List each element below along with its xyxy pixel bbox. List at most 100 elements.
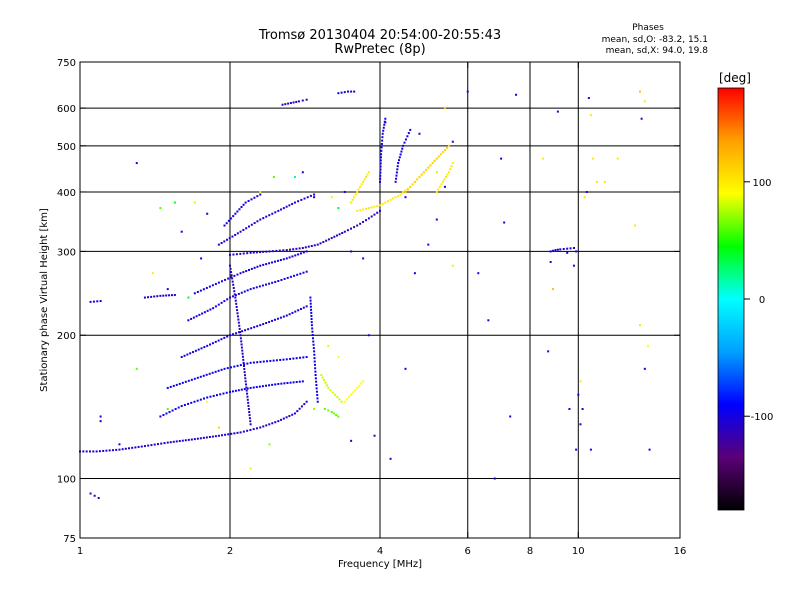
echo-point — [297, 100, 300, 103]
echo-point — [236, 312, 239, 315]
echo-point — [246, 289, 249, 292]
echo-point — [340, 400, 343, 403]
x-tick-label: 8 — [527, 546, 533, 557]
echo-point — [305, 400, 308, 403]
echo-point — [346, 229, 349, 232]
echo-point — [124, 447, 127, 450]
echo-point — [268, 250, 271, 253]
echo-point — [235, 253, 238, 256]
echo-point — [200, 347, 203, 350]
echo-point — [381, 136, 384, 139]
echo-point — [284, 103, 287, 106]
echo-point — [230, 366, 233, 369]
echo-point — [245, 389, 248, 392]
echo-point — [320, 374, 323, 377]
echo-point — [311, 333, 314, 336]
echo-point — [648, 448, 651, 451]
echo-point — [292, 248, 295, 251]
echo-point — [211, 435, 214, 438]
echo-point — [92, 300, 95, 303]
echo-point — [373, 213, 376, 216]
echo-point — [187, 379, 190, 382]
echo-point — [226, 298, 229, 301]
echo-point — [451, 162, 454, 165]
echo-point — [108, 449, 111, 452]
echo-point — [595, 180, 598, 183]
echo-point — [226, 335, 229, 338]
echo-point — [579, 380, 582, 383]
echo-point — [329, 389, 332, 392]
echo-point — [181, 381, 184, 384]
echo-point — [174, 408, 177, 411]
echo-point — [437, 188, 440, 191]
echo-point — [247, 225, 250, 228]
echo-point — [203, 397, 206, 400]
echo-point — [416, 178, 419, 181]
echo-point — [315, 390, 318, 393]
echo-point — [236, 210, 239, 213]
echo-point — [135, 367, 138, 370]
echo-point — [579, 423, 582, 426]
echo-point — [293, 412, 296, 415]
echo-point — [340, 91, 343, 94]
echo-point — [477, 272, 480, 275]
echo-point — [224, 278, 227, 281]
echo-point — [272, 359, 275, 362]
echo-point — [150, 295, 153, 298]
echo-point — [392, 197, 395, 200]
echo-point — [316, 394, 319, 397]
echo-point — [359, 185, 362, 188]
echo-point — [404, 367, 407, 370]
echo-point — [289, 357, 292, 360]
echo-point — [245, 383, 248, 386]
echo-point — [313, 196, 316, 199]
echo-point — [258, 285, 261, 288]
echo-point — [362, 180, 365, 183]
echo-point — [406, 135, 409, 138]
echo-point — [242, 271, 245, 274]
echo-point — [102, 449, 105, 452]
echo-point — [282, 315, 285, 318]
x-tick-label: 16 — [674, 546, 687, 557]
echo-point — [383, 123, 386, 126]
echo-point — [404, 189, 407, 192]
echo-point — [143, 296, 146, 299]
echo-point — [227, 433, 230, 436]
echo-point — [294, 254, 297, 257]
echo-point — [239, 337, 242, 340]
echo-point — [93, 494, 96, 497]
echo-point — [227, 277, 230, 280]
echo-point — [165, 294, 168, 297]
echo-point — [376, 204, 379, 207]
echo-point — [211, 284, 214, 287]
echo-point — [242, 364, 245, 367]
echo-point — [235, 332, 238, 335]
echo-point — [232, 215, 235, 218]
echo-point — [192, 316, 195, 319]
echo-point — [373, 434, 376, 437]
echo-point — [559, 248, 562, 251]
echo-point — [440, 183, 443, 186]
echo-point — [337, 92, 340, 95]
echo-point — [572, 264, 575, 267]
echo-point — [272, 175, 275, 178]
echo-point — [252, 251, 255, 254]
echo-point — [418, 176, 421, 179]
echo-point — [382, 129, 385, 132]
echo-point — [310, 244, 313, 247]
echo-point — [229, 296, 231, 299]
echo-point — [172, 440, 175, 443]
echo-point — [162, 413, 165, 416]
echo-point — [242, 203, 245, 206]
echo-point — [295, 100, 298, 103]
echo-point — [181, 439, 184, 442]
echo-point — [301, 247, 304, 250]
echo-point — [279, 316, 282, 319]
echo-point — [236, 431, 239, 434]
echo-point — [253, 196, 256, 199]
echo-point — [285, 205, 288, 208]
echo-point — [299, 307, 302, 310]
echo-point — [259, 218, 262, 221]
echo-point — [380, 153, 383, 156]
echo-point — [394, 196, 397, 199]
